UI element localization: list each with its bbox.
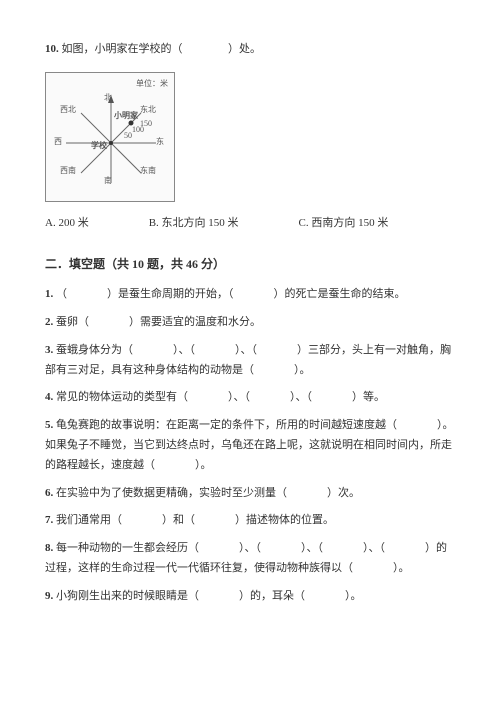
q4-p1: 常见的物体运动的类型有（ bbox=[56, 391, 188, 403]
blank bbox=[305, 587, 345, 607]
q9-p2: ）的，耳朵（ bbox=[239, 590, 305, 602]
q10-number: 10. bbox=[45, 43, 59, 55]
blank bbox=[397, 416, 437, 436]
q9-p3: ）。 bbox=[345, 590, 362, 602]
q10-text-after: ）处。 bbox=[228, 43, 261, 55]
blank bbox=[188, 388, 228, 408]
dir-e: 东 bbox=[156, 135, 164, 149]
q1-p2: ）是蚕生命周期的开始，（ bbox=[107, 288, 234, 300]
blank bbox=[254, 361, 294, 381]
blank bbox=[195, 511, 235, 531]
blank bbox=[323, 539, 363, 559]
blank bbox=[257, 341, 297, 361]
fill-q9: 9. 小狗刚生出来的时候眼睛是（ ）的，耳朵（ ）。 bbox=[45, 587, 455, 607]
blank bbox=[122, 511, 162, 531]
blank bbox=[199, 539, 239, 559]
q2-num: 2. bbox=[45, 316, 53, 328]
q8-p1: 每一种动物的一生都会经历（ bbox=[56, 542, 199, 554]
q10-blank bbox=[185, 40, 225, 60]
blank bbox=[195, 341, 235, 361]
dist-50: 50 bbox=[124, 129, 132, 143]
q1-num: 1. bbox=[45, 288, 53, 300]
q8-p4: ）、（ bbox=[363, 542, 385, 554]
q6-num: 6. bbox=[45, 487, 53, 499]
q2-p1: 蚕卵（ bbox=[56, 316, 89, 328]
q4-num: 4. bbox=[45, 391, 53, 403]
q1-p1: （ bbox=[56, 288, 67, 300]
q4-p4: ）等。 bbox=[352, 391, 385, 403]
q1-p3: ）的死亡是蚕生命的结束。 bbox=[274, 288, 406, 300]
q8-p2: ）、（ bbox=[239, 542, 261, 554]
q8-p3: ）、（ bbox=[301, 542, 323, 554]
q3-p3: ）、（ bbox=[235, 344, 257, 356]
blank bbox=[261, 539, 301, 559]
q4-p3: ）、（ bbox=[290, 391, 312, 403]
home-label: 小明家 bbox=[114, 109, 138, 123]
blank bbox=[287, 484, 327, 504]
q10-text-before: 如图，小明家在学校的（ bbox=[62, 43, 183, 55]
option-c: C. 西南方向 150 米 bbox=[299, 214, 389, 234]
q3-num: 3. bbox=[45, 344, 53, 356]
fill-q7: 7. 我们通常用（ ）和（ ）描述物体的位置。 bbox=[45, 511, 455, 531]
blank bbox=[234, 285, 274, 305]
unit-label: 单位：米 bbox=[136, 77, 168, 91]
blank bbox=[133, 341, 173, 361]
dir-w: 西 bbox=[54, 135, 62, 149]
fill-q6: 6. 在实验中为了使数据更精确，实验时至少测量（ ）次。 bbox=[45, 484, 455, 504]
q3-p5: ）。 bbox=[294, 364, 311, 376]
q8-p6: ）。 bbox=[393, 562, 410, 574]
fill-q2: 2. 蚕卵（ ）需要适宜的温度和水分。 bbox=[45, 313, 455, 333]
q9-p1: 小狗刚生出来的时候眼睛是（ bbox=[56, 590, 199, 602]
fill-q4: 4. 常见的物体运动的类型有（ ）、（ ）、（ ）等。 bbox=[45, 388, 455, 408]
dir-n: 北 bbox=[104, 91, 112, 105]
q7-p3: ）描述物体的位置。 bbox=[235, 514, 334, 526]
q5-p1: 龟兔赛跑的故事说明：在距离一定的条件下，所用的时间越短速度越（ bbox=[56, 419, 397, 431]
center-label: 学校 bbox=[91, 139, 107, 153]
blank bbox=[353, 559, 393, 579]
section-2-title: 二．填空题（共 10 题，共 46 分） bbox=[45, 254, 455, 276]
q6-p1: 在实验中为了使数据更精确，实验时至少测量（ bbox=[56, 487, 287, 499]
dir-ne: 东北 bbox=[140, 103, 156, 117]
q7-p1: 我们通常用（ bbox=[56, 514, 122, 526]
blank bbox=[312, 388, 352, 408]
q4-p2: ）、（ bbox=[228, 391, 250, 403]
dir-s: 南 bbox=[104, 174, 112, 188]
q5-p3: ）。 bbox=[195, 459, 212, 471]
fill-q1: 1. （ ）是蚕生命周期的开始，（ ）的死亡是蚕生命的结束。 bbox=[45, 285, 455, 305]
dir-se: 东南 bbox=[140, 164, 156, 178]
fill-q5: 5. 龟兔赛跑的故事说明：在距离一定的条件下，所用的时间越短速度越（ ）。如果兔… bbox=[45, 416, 455, 475]
blank bbox=[385, 539, 425, 559]
dist-150: 150 bbox=[140, 117, 152, 131]
dir-nw: 西北 bbox=[60, 103, 76, 117]
option-a: A. 200 米 bbox=[45, 214, 89, 234]
q7-p2: ）和（ bbox=[162, 514, 195, 526]
fill-q8: 8. 每一种动物的一生都会经历（ ）、（ ）、（ ）、（ ）的过程，这样的生命过… bbox=[45, 539, 455, 579]
q8-num: 8. bbox=[45, 542, 53, 554]
q3-p2: ）、（ bbox=[173, 344, 195, 356]
blank bbox=[67, 285, 107, 305]
q7-num: 7. bbox=[45, 514, 53, 526]
fill-q3: 3. 蚕蛾身体分为（ ）、（ ）、（ ）三部分，头上有一对触角，胸部有三对足，具… bbox=[45, 341, 455, 381]
option-b: B. 东北方向 150 米 bbox=[149, 214, 239, 234]
q9-num: 9. bbox=[45, 590, 53, 602]
compass-diagram: 单位：米 北 东北 东 东南 南 西南 西 西北 学校 小明家 50 100 1… bbox=[45, 72, 175, 202]
blank bbox=[250, 388, 290, 408]
question-10: 10. 如图，小明家在学校的（ ）处。 bbox=[45, 40, 455, 60]
blank bbox=[155, 456, 195, 476]
blank bbox=[89, 313, 129, 333]
blank bbox=[199, 587, 239, 607]
q2-p2: ）需要适宜的温度和水分。 bbox=[129, 316, 261, 328]
q6-p2: ）次。 bbox=[327, 487, 360, 499]
q10-options: A. 200 米 B. 东北方向 150 米 C. 西南方向 150 米 bbox=[45, 214, 455, 234]
dir-sw: 西南 bbox=[60, 164, 76, 178]
q5-num: 5. bbox=[45, 419, 53, 431]
q3-p1: 蚕蛾身体分为（ bbox=[56, 344, 133, 356]
